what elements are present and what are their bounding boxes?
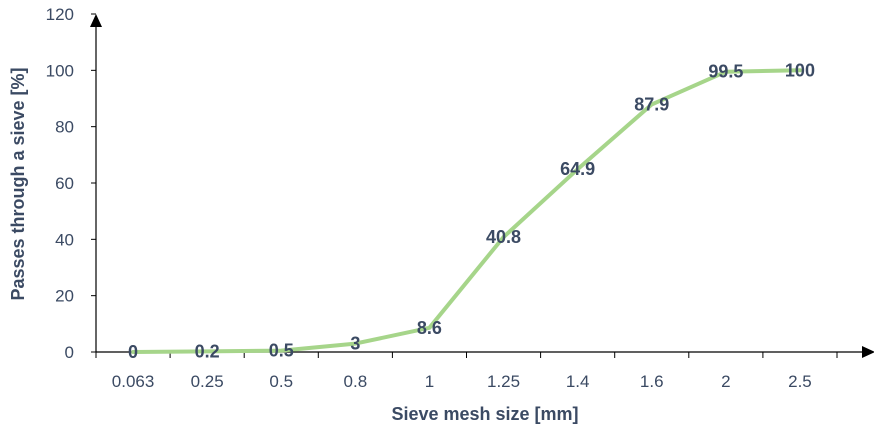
x-tick-label: 2.5 [788,372,812,391]
data-label: 0 [128,342,138,362]
x-tick-label: 1 [425,372,434,391]
y-tick-label: 120 [46,5,74,24]
x-tick-label: 0.5 [269,372,293,391]
x-tick-label: 0.8 [344,372,368,391]
x-tick-label: 1.25 [487,372,520,391]
data-label: 87.9 [634,94,669,114]
x-ticks: 0.063 0.25 0.5 0.8 1 1.25 1.4 1.6 2 2.5 [95,352,838,391]
data-label: 8.6 [417,318,442,338]
data-label: 64.9 [560,159,595,179]
data-label: 0.2 [195,341,220,361]
data-label: 3 [350,334,360,354]
data-label: 99.5 [708,62,743,82]
data-labels: 0 0.2 0.5 3 8.6 40.8 64.9 87.9 99.5 100 [128,60,815,362]
x-tick-label: 1.6 [640,372,664,391]
x-tick-label: 0.25 [191,372,224,391]
data-label: 100 [785,60,815,80]
y-ticks: 0 20 40 60 80 100 120 [46,5,96,362]
y-tick-label: 0 [65,343,74,362]
y-tick-label: 80 [55,118,74,137]
y-tick-label: 40 [55,230,74,249]
y-axis-arrow [90,14,102,27]
y-tick-label: 60 [55,174,74,193]
x-axis-title: Sieve mesh size [mm] [391,404,578,424]
axes [90,14,874,358]
x-tick-label: 0.063 [112,372,155,391]
series-line [131,68,802,354]
y-tick-label: 20 [55,287,74,306]
data-label: 40.8 [486,227,521,247]
x-tick-label: 1.4 [566,372,590,391]
y-tick-label: 100 [46,61,74,80]
y-axis-title: Passes through a sieve [%] [8,67,28,300]
x-axis-arrow [862,346,874,358]
data-label: 0.5 [269,341,294,361]
x-tick-label: 2 [721,372,730,391]
